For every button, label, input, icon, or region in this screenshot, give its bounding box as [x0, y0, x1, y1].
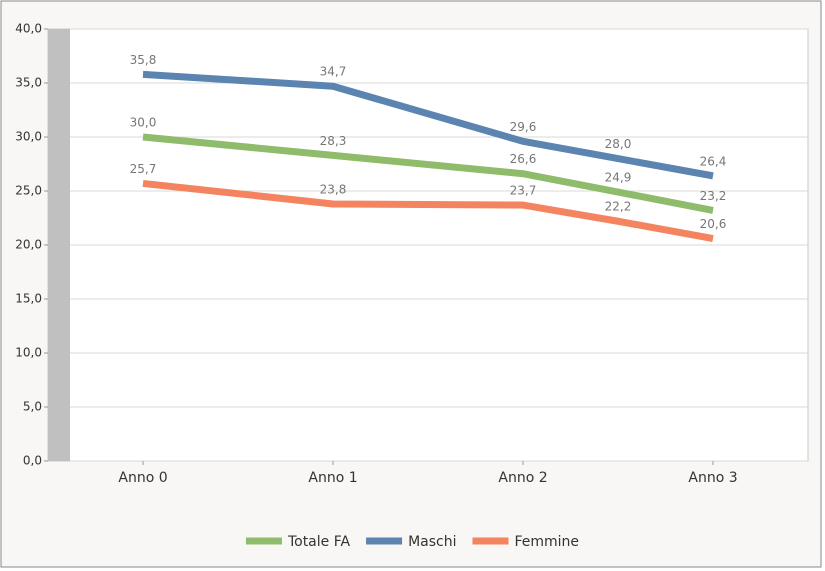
- y-tick-label: 25,0: [15, 184, 42, 198]
- data-label: 35,8: [130, 53, 157, 67]
- y-tick-label: 40,0: [15, 22, 42, 36]
- data-label: 30,0: [130, 116, 157, 130]
- data-label: 23,2: [700, 189, 727, 203]
- side-wall: [48, 29, 70, 461]
- data-label: 22,2: [605, 200, 632, 214]
- x-tick-label: Anno 2: [498, 470, 547, 486]
- data-label: 20,6: [700, 217, 727, 231]
- data-label: 25,7: [130, 162, 157, 176]
- data-label: 26,6: [510, 152, 537, 166]
- data-label: 28,0: [605, 137, 632, 151]
- series-line: [142, 179, 714, 242]
- data-label: 28,3: [320, 134, 347, 148]
- y-tick-label: 15,0: [15, 292, 42, 306]
- legend-label: Femmine: [514, 534, 579, 550]
- series-line: [142, 133, 714, 214]
- y-tick-label: 5,0: [23, 400, 42, 414]
- y-tick-label: 10,0: [15, 346, 42, 360]
- series-line: [142, 70, 714, 180]
- x-tick-label: Anno 1: [308, 470, 357, 486]
- data-label: 34,7: [320, 65, 347, 79]
- y-tick-label: 0,0: [23, 454, 42, 468]
- x-tick-label: Anno 3: [688, 470, 737, 486]
- data-label: 24,9: [605, 171, 632, 185]
- data-label: 23,8: [320, 182, 347, 196]
- legend-label: Totale FA: [287, 534, 351, 550]
- data-label: 23,7: [510, 184, 537, 198]
- data-label: 26,4: [700, 154, 727, 168]
- data-label: 29,6: [510, 120, 537, 134]
- y-tick-label: 35,0: [15, 76, 42, 90]
- y-tick-label: 30,0: [15, 130, 42, 144]
- legend-label: Maschi: [408, 534, 456, 550]
- x-tick-label: Anno 0: [118, 470, 167, 486]
- y-tick-label: 20,0: [15, 238, 42, 252]
